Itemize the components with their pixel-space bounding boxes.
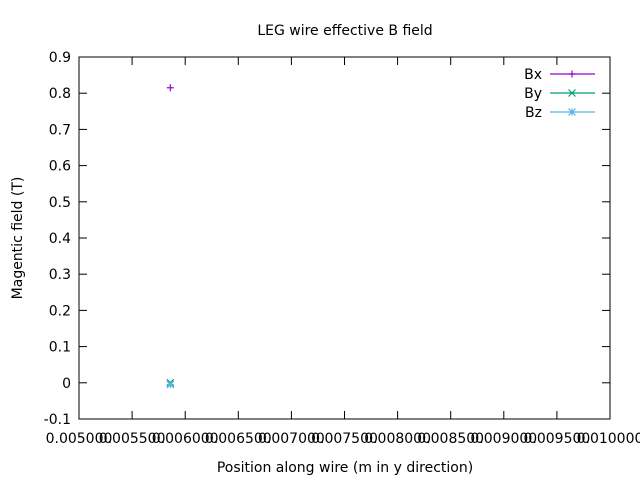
x-tick-label: 0.010000 [577, 431, 640, 447]
data-point-bx [166, 84, 174, 92]
y-tick-label: 0.8 [49, 86, 71, 102]
legend: Bx By Bz [524, 67, 595, 121]
x-tick-label: 0.006000 [152, 431, 219, 447]
y-tick-label: 0.9 [49, 50, 71, 66]
y-tick-label: 0.7 [49, 122, 71, 138]
chart-title: LEG wire effective B field [257, 23, 432, 39]
x-tick-label: 0.009500 [523, 431, 590, 447]
y-axis-label: Magentic field (T) [10, 177, 26, 300]
x-tick-label: 0.006500 [205, 431, 272, 447]
y-tick-label: 0.5 [49, 195, 71, 211]
x-tick-label: 0.005000 [46, 431, 113, 447]
x-tick-label: 0.009000 [470, 431, 537, 447]
x-tick-label: 0.008500 [417, 431, 484, 447]
legend-label: Bz [525, 105, 542, 121]
axis-ticks: -0.1 0 0.1 0.2 0.3 0.4 0.5 0.6 0.7 0.8 0.9 0.005000… [44, 50, 640, 447]
y-tick-label: 0 [62, 376, 71, 392]
x-tick-label: 0.007000 [258, 431, 325, 447]
data-point-bz [166, 380, 175, 389]
y-tick-label: 0.1 [49, 340, 71, 356]
y-tick-label: 0.6 [49, 159, 71, 175]
y-tick-label: 0.4 [49, 231, 71, 247]
y-tick-label: 0.2 [49, 303, 71, 319]
legend-label: Bx [524, 67, 542, 83]
x-axis-label: Position along wire (m in y direction) [217, 460, 473, 476]
legend-marker-by [568, 89, 576, 97]
x-tick-label: 0.005500 [99, 431, 166, 447]
legend-marker-bz [568, 108, 576, 116]
y-tick-label: 0.3 [49, 267, 71, 283]
x-tick-label: 0.008000 [364, 431, 431, 447]
data-points [166, 84, 175, 389]
legend-marker-bx [568, 70, 576, 78]
legend-label: By [524, 86, 542, 102]
x-tick-label: 0.007500 [311, 431, 378, 447]
y-tick-label: -0.1 [44, 412, 71, 428]
